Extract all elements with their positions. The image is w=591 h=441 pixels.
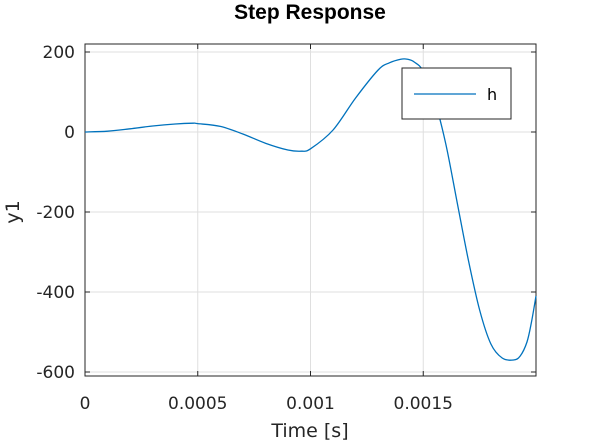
legend: h [401, 67, 512, 120]
series-layer [84, 58, 537, 361]
x-tick-label: 0 [80, 394, 91, 414]
y-tick-label: -600 [36, 363, 75, 383]
x-tick-label: 0.001 [286, 394, 335, 414]
y-tick-label: -200 [36, 203, 75, 223]
series-line-h [84, 58, 537, 361]
legend-label-h: h [487, 85, 497, 104]
x-axis-label: Time [s] [270, 420, 348, 441]
x-tick-label: 0.0005 [168, 394, 227, 414]
y-tick-label: 200 [43, 43, 75, 63]
chart-title: Step Response [234, 1, 386, 24]
y-tick-label: -400 [36, 283, 75, 303]
y-axis-label: y1 [2, 200, 24, 223]
x-tick-label: 0.0015 [394, 394, 453, 414]
y-tick-label: 0 [64, 123, 75, 143]
ticks: 0 0.0005 0.001 0.0015 200 0 -200 -400 -600 [36, 43, 536, 414]
